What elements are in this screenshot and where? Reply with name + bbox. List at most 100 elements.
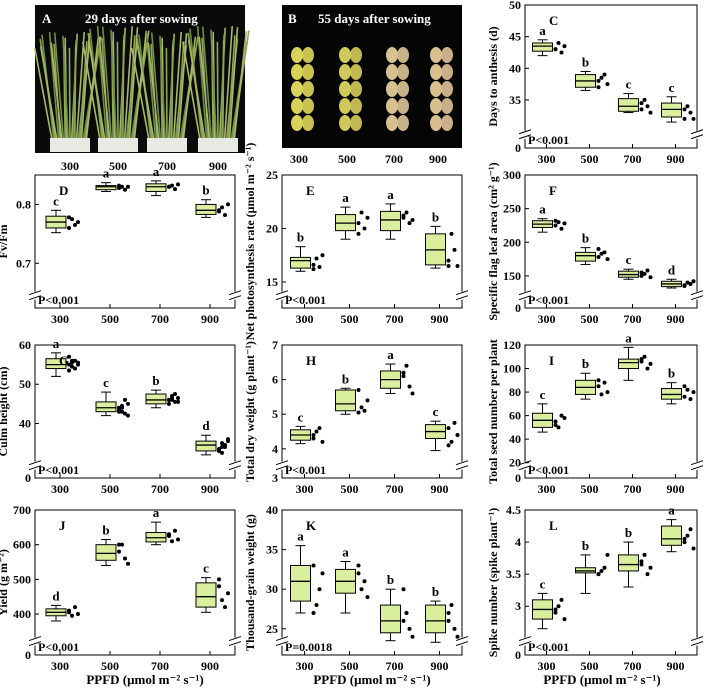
significance-letter: a <box>297 529 304 544</box>
x-tick-label: 900 <box>431 312 449 326</box>
data-point <box>639 357 644 362</box>
wheat-stem <box>198 36 211 143</box>
p-value: P<0.001 <box>285 293 326 307</box>
y-tick-label: 60 <box>19 338 31 352</box>
data-point <box>682 116 687 121</box>
data-point <box>639 562 644 567</box>
x-tick-label: 300 <box>538 482 556 496</box>
axis-break-mark <box>228 295 242 301</box>
significance-letter: b <box>297 230 304 245</box>
data-point <box>223 443 227 448</box>
data-point <box>645 572 650 577</box>
y-tick-label: 250 <box>503 202 521 216</box>
panel-letter: H <box>306 353 316 368</box>
data-point <box>596 85 601 90</box>
box-iqr <box>425 604 446 634</box>
y-tick-label: 40 <box>19 416 31 430</box>
axis-break-mask <box>30 291 40 300</box>
y-tick-label: 500 <box>13 572 31 586</box>
axis-break-mark <box>518 295 532 301</box>
photo-a-tick: 900 <box>209 159 227 173</box>
wheat-stem <box>110 29 118 143</box>
y-tick-label: 120 <box>503 338 521 352</box>
plant-pot <box>198 138 238 152</box>
significance-letter: c <box>103 375 109 390</box>
significance-letter: a <box>668 503 675 518</box>
y-tick-label: 6 <box>272 373 278 387</box>
data-point <box>639 559 644 564</box>
data-point <box>226 591 230 596</box>
data-point <box>682 540 687 545</box>
data-point <box>596 255 601 260</box>
y-axis-label: Net photosynthesis rate (μmol m⁻² s⁻¹) <box>243 143 257 341</box>
wheat-plants-photo <box>34 25 250 152</box>
y-tick-label: 3 <box>272 471 278 485</box>
x-tick-label: 900 <box>667 152 685 166</box>
x-tick-label: 900 <box>201 659 219 673</box>
data-point <box>311 433 316 438</box>
y-tick-label: 45 <box>509 30 521 44</box>
data-point <box>688 281 693 286</box>
wheat-seed <box>397 64 409 80</box>
box-iqr <box>195 203 217 215</box>
axis-break-mark <box>228 465 242 471</box>
data-point <box>73 366 77 371</box>
chart-panel-c: 0 35 40 45 50 a 300 b 500 c 700 c 900 C P<0.001 Days to… <box>486 0 704 166</box>
wheat-stem <box>222 39 225 143</box>
data-point <box>407 384 412 389</box>
y-tick-label: 40 <box>266 503 278 517</box>
wheat-seed <box>430 47 442 63</box>
data-point <box>682 283 687 288</box>
photo-a-tick: 700 <box>158 159 176 173</box>
p-value: P<0.001 <box>528 133 569 147</box>
wheat-stem <box>165 47 168 143</box>
data-point <box>642 552 647 557</box>
significance-letter: c <box>669 80 675 95</box>
data-point <box>73 358 77 363</box>
y-tick-label: 3 <box>515 599 521 613</box>
wheat-stem <box>123 25 134 143</box>
box-iqr <box>661 525 682 546</box>
data-point <box>449 603 454 608</box>
wheat-seed <box>339 81 351 97</box>
data-point <box>123 556 127 561</box>
wheat-seed <box>339 47 351 63</box>
photo-a-tick: 500 <box>109 159 127 173</box>
data-point <box>691 279 696 284</box>
data-point <box>452 247 457 252</box>
data-point <box>67 225 71 230</box>
axis-break-mask <box>520 637 530 646</box>
data-point <box>562 44 567 49</box>
box-iqr <box>380 210 401 232</box>
data-point <box>317 426 322 431</box>
x-axis-label: PPFD (μmol m⁻² s⁻¹) <box>86 672 203 687</box>
axis-break-mask <box>277 291 287 300</box>
data-point <box>455 263 460 268</box>
y-axis-label: Days to anthesis (d) <box>486 26 500 126</box>
wheat-seed <box>441 47 453 63</box>
data-point <box>356 221 361 226</box>
x-tick-label: 700 <box>151 482 169 496</box>
data-point <box>556 40 561 45</box>
axis-break-mask <box>692 130 702 139</box>
significance-letter: b <box>432 209 439 224</box>
chart-panel-g: 0 40 50 60 a 300 c 500 b 700 d 900 G P<0.001 Culm heig… <box>0 336 242 496</box>
data-point <box>446 263 451 268</box>
panel-letter: L <box>549 518 558 533</box>
significance-letter: b <box>342 371 349 386</box>
data-point <box>217 577 221 582</box>
axis-break-mask <box>457 461 467 470</box>
plant-pot <box>50 138 90 152</box>
data-point <box>320 439 325 444</box>
y-tick-label: 700 <box>13 503 31 517</box>
y-tick-label: 600 <box>13 538 31 552</box>
data-point <box>170 539 174 544</box>
data-point <box>553 419 558 424</box>
data-point <box>553 218 558 223</box>
box-iqr <box>95 185 117 191</box>
data-point <box>359 587 364 592</box>
wheat-seed <box>441 115 453 131</box>
axis-break-mask <box>520 291 530 300</box>
axis-break-mark <box>690 636 704 642</box>
data-point <box>682 384 687 389</box>
